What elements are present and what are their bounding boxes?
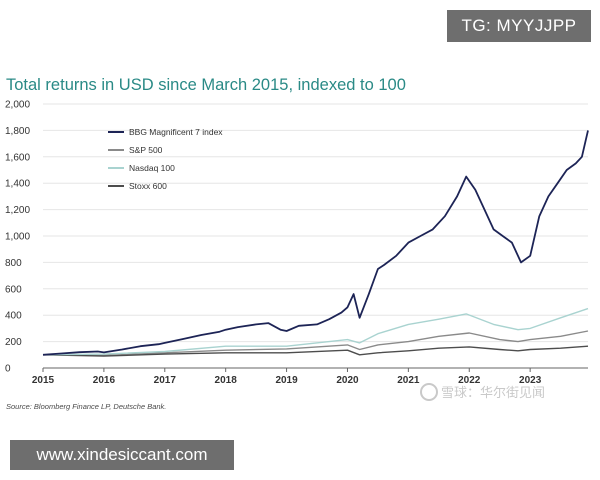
y-tick-label: 200 <box>5 337 22 348</box>
x-tick-label: 2021 <box>397 375 420 386</box>
x-tick-label: 2022 <box>458 375 481 386</box>
series-line-bbg-magnificent-7-index <box>42 130 589 356</box>
y-tick-label: 1,200 <box>5 205 30 216</box>
x-tick-label: 2019 <box>275 375 298 386</box>
legend: BBG Magnificent 7 index S&P 500 Nasdaq 100… <box>108 127 223 191</box>
y-tick-label: 1,800 <box>5 126 30 137</box>
y-tick-label: 2,000 <box>5 100 30 111</box>
y-tick-label: 1,400 <box>5 179 30 190</box>
x-tick-label: 2016 <box>93 375 116 386</box>
y-tick-label: 600 <box>5 284 22 295</box>
x-tick-label: 2023 <box>519 375 542 386</box>
x-tick-label: 2018 <box>215 375 238 386</box>
series-line-s-p-500 <box>42 330 589 357</box>
x-tick-label: 2017 <box>154 375 177 386</box>
y-tick-label: 0 <box>5 364 11 375</box>
source-note: Source: Bloomberg Finance LP, Deutsche B… <box>6 402 167 411</box>
legend-label: Nasdaq 100 <box>129 163 175 173</box>
series-line-stoxx-600 <box>42 345 589 357</box>
x-tick-label: 2020 <box>336 375 359 386</box>
legend-label: BBG Magnificent 7 index <box>129 127 223 137</box>
series-line-nasdaq-100 <box>42 307 589 356</box>
y-tick-label: 800 <box>5 258 22 269</box>
chart-title: Total returns in USD since March 2015, i… <box>6 76 406 94</box>
watermark-icon <box>420 383 438 401</box>
x-tick-label: 2015 <box>32 375 55 386</box>
website-badge: www.xindesiccant.com <box>10 440 234 470</box>
y-tick-label: 400 <box>5 311 22 322</box>
watermark: 雪球：华尔街见闻 <box>420 382 545 401</box>
grid-lines <box>43 103 588 369</box>
telegram-badge: TG: MYYJJPP <box>447 10 591 42</box>
y-tick-label: 1,000 <box>5 232 30 243</box>
legend-label: Stoxx 600 <box>129 181 167 191</box>
watermark-text: 雪球：华尔街见闻 <box>441 385 546 400</box>
legend-label: S&P 500 <box>129 145 163 155</box>
y-tick-label: 1,600 <box>5 152 30 163</box>
series-lines <box>42 130 589 357</box>
y-axis: 0 200 400 600 800 1,000 1,200 1,400 1,600 1,800 2,… <box>5 100 30 375</box>
x-axis: 2015 2016 2017 2018 2019 2020 2021 2022 2023 <box>32 367 588 386</box>
